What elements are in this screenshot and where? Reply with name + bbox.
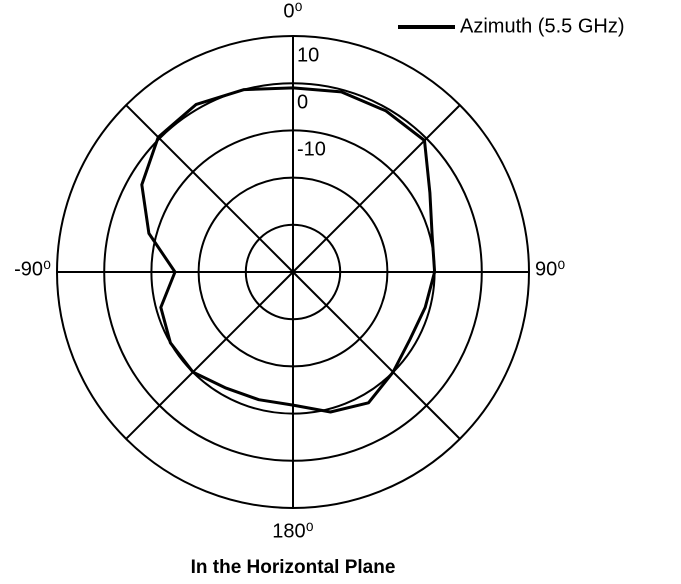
grid-spoke: [292, 271, 461, 440]
theta-tick-label: 0⁰: [283, 0, 302, 22]
grid-spoke: [125, 271, 294, 440]
theta-tick-label: 90⁰: [535, 258, 565, 280]
grid-spoke: [125, 104, 294, 273]
theta-tick-label: -90⁰: [14, 258, 51, 280]
r-tick-label: -10: [297, 139, 326, 161]
r-tick-label: 10: [297, 44, 319, 66]
chart-title: In the Horizontal Plane: [191, 557, 396, 578]
r-tick-label: 0: [297, 91, 308, 113]
pattern-line: [140, 86, 437, 414]
grid-spoke: [292, 104, 461, 273]
legend-label: Azimuth (5.5 GHz): [460, 15, 624, 37]
theta-tick-label: 180⁰: [272, 520, 313, 542]
